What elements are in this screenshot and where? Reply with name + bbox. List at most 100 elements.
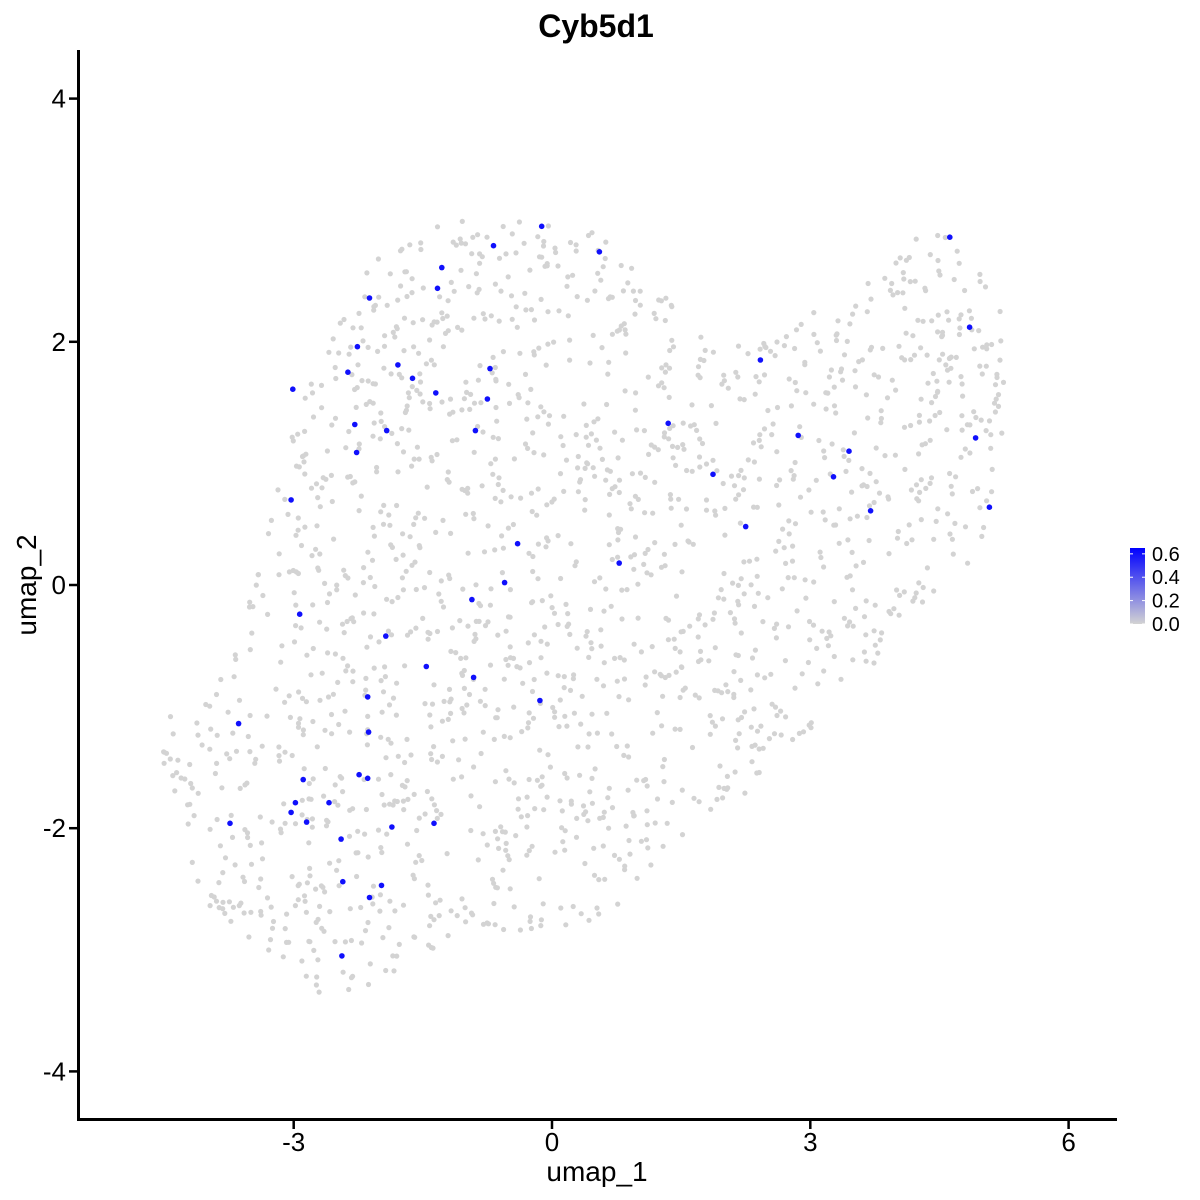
cell-point	[350, 806, 356, 812]
cell-point	[923, 288, 929, 294]
cell-point	[735, 582, 742, 589]
cell-point	[614, 743, 620, 750]
cell-point	[525, 813, 531, 819]
cell-point	[594, 676, 600, 682]
cell-point	[475, 857, 481, 863]
cell-point	[649, 644, 655, 650]
cell-point	[365, 981, 372, 988]
cell-point	[935, 329, 941, 335]
cell-point	[511, 904, 517, 910]
cell-point	[928, 475, 935, 481]
cell-point	[465, 485, 471, 491]
cell-point	[319, 485, 325, 491]
cell-point	[718, 587, 724, 593]
cell-point	[468, 793, 474, 799]
cell-point	[929, 400, 935, 406]
cell-point	[309, 824, 315, 830]
cell-point	[224, 751, 230, 757]
cell-point	[541, 238, 547, 245]
cell-point	[655, 447, 661, 453]
cell-point	[616, 489, 622, 496]
cell-point	[722, 505, 728, 511]
cell-point	[491, 900, 497, 907]
cell-point	[584, 629, 590, 635]
cell-point	[904, 540, 910, 547]
cell-point	[213, 898, 220, 904]
cell-point	[616, 477, 623, 483]
cell-point	[642, 682, 648, 688]
cell-point	[736, 602, 742, 608]
cell-point	[989, 466, 995, 472]
cell-point	[492, 779, 498, 785]
cell-point	[662, 317, 668, 324]
cell-point	[669, 337, 675, 343]
cell-point	[637, 288, 643, 294]
cell-point	[667, 492, 674, 498]
cell-point	[908, 422, 914, 429]
cell-point	[480, 429, 486, 435]
cell-point	[489, 876, 496, 882]
cell-point	[445, 716, 451, 723]
cell-point	[424, 484, 430, 490]
cell-point	[389, 599, 395, 605]
cell-point	[702, 622, 708, 628]
cell-point	[381, 343, 388, 349]
cell-point	[822, 455, 828, 461]
cell-point	[531, 317, 538, 323]
cell-point	[643, 837, 650, 843]
cell-point	[715, 595, 722, 601]
y-tick-label: 2	[52, 327, 66, 357]
cell-point	[515, 806, 521, 812]
cell-point	[360, 580, 366, 586]
cell-point	[943, 362, 949, 368]
cell-point	[317, 903, 323, 910]
cell-point	[683, 506, 690, 512]
cell-point	[334, 587, 340, 593]
cell-point	[309, 816, 315, 822]
cell-point	[529, 843, 535, 849]
cell-point	[289, 874, 295, 880]
x-ticks: -3 0 3 6	[282, 1121, 1076, 1157]
cell-point	[309, 390, 316, 396]
cell-point	[708, 806, 714, 812]
cell-point	[696, 695, 702, 701]
cell-point	[494, 418, 500, 424]
cell-point	[495, 836, 501, 842]
expressing-cell-point	[710, 471, 716, 478]
cell-point	[510, 655, 517, 662]
cell-point	[519, 729, 525, 735]
cell-point	[731, 616, 738, 622]
cell-point	[908, 357, 914, 363]
cell-point	[399, 575, 405, 581]
cell-point	[369, 557, 376, 563]
cell-point	[431, 744, 437, 750]
cell-point	[399, 426, 405, 432]
expressing-cell-point	[947, 234, 953, 240]
cell-point	[404, 736, 410, 743]
cell-point	[754, 504, 760, 510]
cell-point	[462, 241, 469, 247]
cell-point	[908, 487, 915, 493]
cell-point	[756, 746, 762, 752]
cell-point	[299, 797, 305, 803]
cell-point	[207, 746, 213, 752]
cell-point	[790, 476, 796, 482]
cell-point	[751, 459, 758, 465]
cell-point	[632, 534, 639, 540]
cell-point	[371, 420, 377, 426]
cell-point	[634, 875, 640, 881]
expressing-cell-point	[433, 390, 439, 396]
cell-point	[295, 515, 301, 521]
cell-point	[317, 551, 323, 557]
cell-point	[297, 716, 303, 722]
cell-point	[371, 611, 377, 617]
cell-point	[506, 381, 512, 387]
cell-point	[535, 234, 541, 240]
cell-point	[643, 674, 649, 680]
cell-point	[303, 909, 309, 915]
cell-point	[356, 441, 362, 447]
cell-point	[723, 682, 729, 688]
cell-point	[400, 552, 406, 558]
cell-point	[374, 469, 380, 475]
cell-point	[499, 829, 506, 835]
